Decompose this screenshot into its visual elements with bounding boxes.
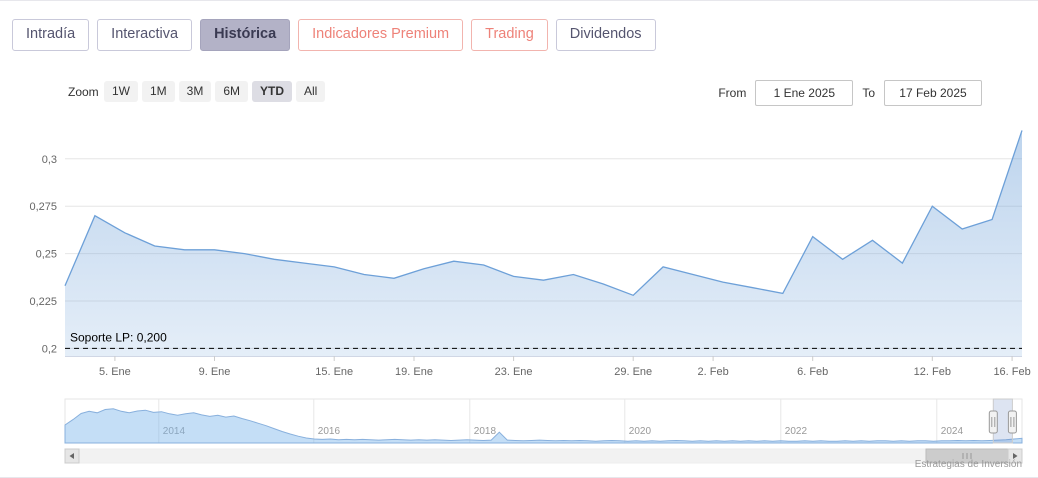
date-range-inputs: From To	[718, 80, 982, 106]
scrollbar-right-arrow[interactable]	[1007, 448, 1023, 464]
zoom-label: Zoom	[68, 85, 99, 99]
range-selector: Zoom 1W 1M 3M 6M YTD All From To	[0, 79, 1038, 107]
navigator-handle-left[interactable]	[988, 410, 998, 434]
zoom-button-1w[interactable]: 1W	[104, 81, 138, 103]
x-axis-label: 16. Feb	[993, 366, 1030, 378]
tab-historica[interactable]: Histórica	[200, 19, 291, 51]
price-chart[interactable]: 0,2 0,225 0,25 0,275 0,3 Soporte LP: 0,200 5. …	[0, 111, 1038, 471]
zoom-button-1m[interactable]: 1M	[142, 81, 175, 103]
tab-interactiva[interactable]: Interactiva	[97, 19, 193, 51]
scrollbar[interactable]	[64, 448, 1023, 464]
x-axis-label: 2. Feb	[698, 366, 729, 378]
x-axis-label: 29. Ene	[614, 366, 652, 378]
x-axis-label: 19. Ene	[395, 366, 433, 378]
y-axis-label: 0,25	[36, 249, 57, 261]
y-axis-label: 0,2	[42, 343, 57, 355]
tab-intradia[interactable]: Intradía	[12, 19, 90, 51]
price-series-line	[64, 130, 1023, 297]
navigator-year-label: 2014	[163, 426, 186, 437]
navigator-handle-right[interactable]	[1007, 410, 1017, 434]
navigator-year-label: 2022	[785, 426, 808, 437]
tab-trading[interactable]: Trading	[471, 19, 548, 51]
price-series	[64, 130, 1023, 356]
price-series-area	[65, 130, 1022, 356]
x-axis-label: 15. Ene	[315, 366, 353, 378]
zoom-button-all[interactable]: All	[296, 81, 326, 103]
chart-view-tabs: Intradía Interactiva Histórica Indicador…	[12, 19, 656, 51]
x-axis-label: 6. Feb	[797, 366, 828, 378]
navigator-year-label: 2024	[941, 426, 964, 437]
to-date-input[interactable]	[884, 80, 982, 106]
from-label: From	[718, 86, 747, 100]
y-axis-label: 0,225	[29, 296, 57, 308]
x-axis-label: 5. Ene	[99, 366, 131, 378]
x-axis-label: 23. Ene	[495, 366, 533, 378]
tab-dividendos[interactable]: Dividendos	[555, 19, 656, 51]
x-axis: 5. Ene 9. Ene 15. Ene 19. Ene 23. Ene 29. Ene…	[65, 356, 1031, 378]
zoom-button-6m[interactable]: 6M	[215, 81, 249, 103]
zoom-buttons: 1W 1M 3M 6M YTD All	[104, 81, 326, 103]
navigator-year-label: 2020	[629, 426, 652, 437]
chart-canvas: 0,2 0,225 0,25 0,275 0,3 Soporte LP: 0,200 5. …	[29, 119, 1031, 464]
plot-area[interactable]	[65, 119, 1022, 356]
navigator-year-label: 2016	[318, 426, 341, 437]
tab-indicadores-premium[interactable]: Indicadores Premium	[298, 19, 464, 51]
to-label: To	[862, 86, 875, 100]
scrollbar-left-arrow[interactable]	[64, 448, 80, 464]
y-axis-label: 0,275	[29, 201, 57, 213]
credits-label: Estrategias de Inversión	[914, 459, 1022, 470]
from-date-input[interactable]	[755, 80, 854, 106]
navigator[interactable]: 2014 2016 2018 2020 2022 2024	[64, 398, 1023, 444]
navigator-series	[64, 408, 1023, 444]
x-axis-label: 12. Feb	[914, 366, 951, 378]
x-axis-label: 9. Ene	[199, 366, 231, 378]
zoom-button-ytd[interactable]: YTD	[252, 81, 293, 103]
support-line-label: Soporte LP: 0,200	[70, 330, 167, 344]
navigator-year-label: 2018	[474, 426, 497, 437]
zoom-button-3m[interactable]: 3M	[178, 81, 212, 103]
y-axis-label: 0,3	[42, 154, 57, 166]
